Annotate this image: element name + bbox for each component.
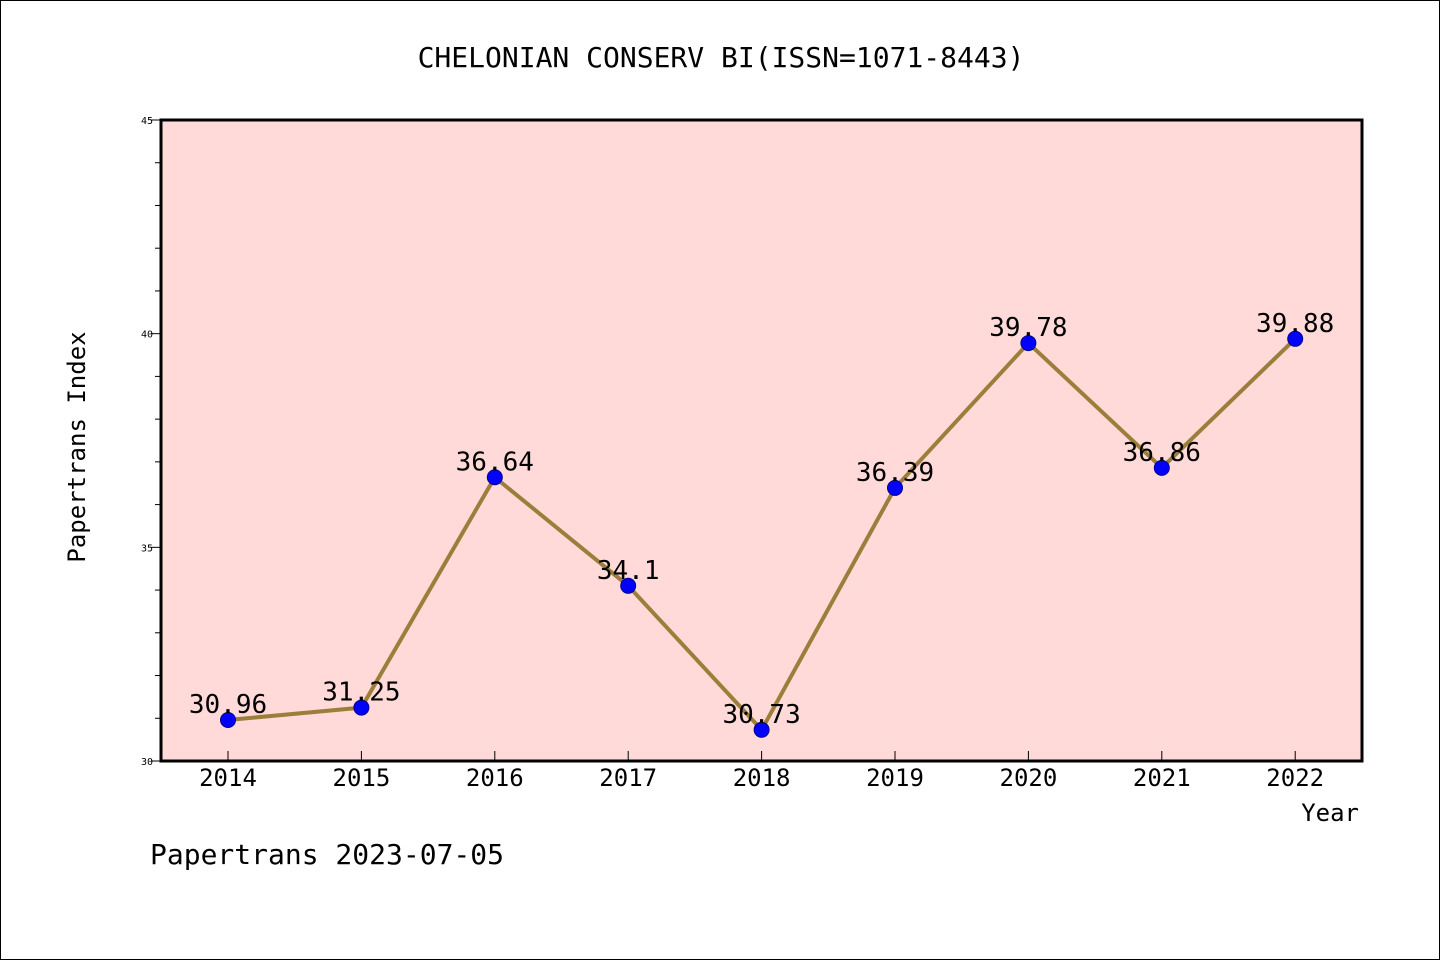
data-point	[887, 479, 903, 496]
x-tick-label: 2020	[1000, 764, 1058, 792]
x-tick-label: 2018	[733, 764, 791, 792]
data-point	[1153, 459, 1170, 476]
data-label: 34.1	[597, 556, 660, 586]
data-label: 36.64	[456, 447, 534, 477]
series-line-group	[220, 330, 1304, 738]
data-point	[220, 711, 236, 728]
x-tick-label: 2022	[1266, 764, 1324, 792]
y-tick-label: 40	[141, 330, 153, 341]
data-point	[620, 577, 637, 594]
x-axis: 2014 2015 2016 2017 2018 2019 2020 2021 2022	[199, 751, 1324, 792]
data-label: 30.96	[189, 690, 267, 720]
y-tick-label: 45	[141, 116, 153, 127]
data-label: 39.88	[1256, 309, 1334, 339]
x-tick-label: 2019	[866, 764, 924, 792]
x-tick-label: 2016	[466, 764, 524, 792]
data-label: 36.39	[856, 458, 934, 488]
y-tick-label: 35	[141, 543, 153, 554]
chart-title: CHELONIAN CONSERV BI(ISSN=1071-8443)	[418, 41, 1025, 74]
data-point	[753, 721, 770, 738]
data-label: 39.78	[989, 313, 1067, 343]
x-tick-label: 2015	[333, 764, 391, 792]
data-point	[1287, 330, 1304, 347]
data-point	[486, 469, 503, 486]
x-tick-label: 2021	[1133, 764, 1191, 792]
data-point	[353, 699, 370, 716]
x-tick-label: 2017	[599, 764, 657, 792]
x-axis-label: Year	[1301, 799, 1359, 827]
data-labels: 30.96 31.25 36.64 34.1 30.73 36.39 39.78 36.86 3…	[189, 309, 1334, 730]
data-label: 36.86	[1123, 438, 1201, 468]
data-label: 30.73	[722, 700, 800, 730]
y-axis: 30 35 40 45	[141, 116, 161, 768]
plot-area	[159, 118, 1364, 763]
footer-date-stamp: Papertrans 2023-07-05	[150, 838, 504, 871]
y-axis-label: Papertrans Index	[63, 331, 91, 562]
y-tick-label: 30	[141, 757, 153, 768]
data-point	[1020, 335, 1037, 352]
data-label: 31.25	[322, 678, 400, 708]
x-tick-label: 2014	[199, 764, 257, 792]
